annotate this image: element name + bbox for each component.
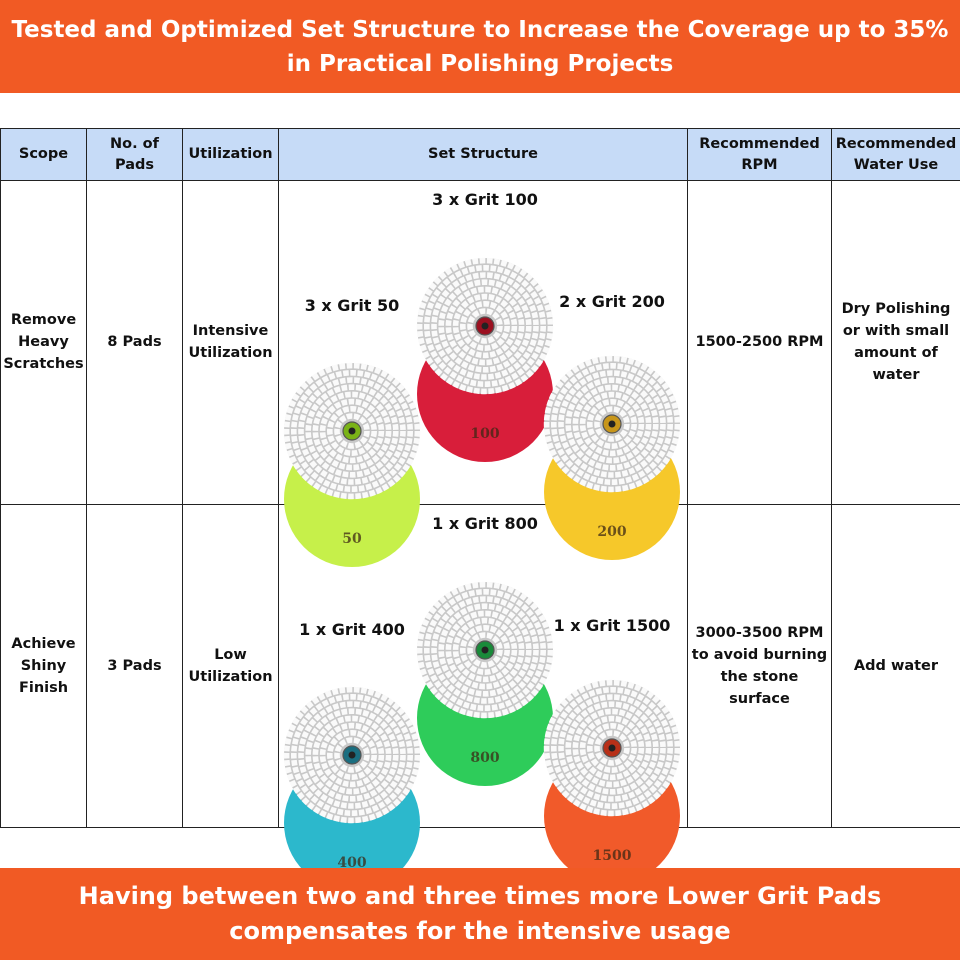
footer-banner: Having between two and three times more … [0,868,960,960]
header-line-2: in Practical Polishing Projects [286,50,674,77]
pad-label: 3 x Grit 100 [432,190,538,209]
polishing-pad-icon: 100 [416,257,554,462]
polishing-pad-icon: 200 [543,355,681,560]
header-pads: No. of Pads [86,128,183,181]
row-water: Add water [831,503,960,828]
header-banner: Tested and Optimized Set Structure to In… [0,0,960,93]
pad-grit-text: 100 [470,426,499,442]
pad-label: 1 x Grit 800 [432,513,538,533]
row-scope: Remove Heavy Scratches [0,180,87,505]
pad-label: 1 x Grit 400 [299,619,405,639]
polishing-pad-icon: 400 [283,686,421,891]
row-utilization: Intensive Utilization [182,180,279,505]
pad-label: 3 x Grit 50 [304,296,400,315]
set-structure-cell: 1 x Grit 800 800 1 x Grit 400 400 1 x Grit 1… [278,503,688,891]
header-row: Scope No. of Pads Utilization Set Struct… [0,128,960,181]
set-structure-cell: 3 x Grit 100 100 3 x Grit 50 50 2 x Grit 200… [278,180,688,567]
row-rpm: 1500-2500 RPM [687,180,832,505]
header-set-structure: Set Structure [278,128,688,181]
row-rpm: 3000-3500 RPM to avoid burning the stone… [687,503,832,828]
polishing-pad-icon: 800 [416,581,554,786]
header-water: Recommended Water Use [831,128,960,181]
header-line-1: Tested and Optimized Set Structure to In… [11,16,949,43]
row-pads: 8 Pads [86,180,183,505]
row-pads: 3 Pads [86,503,183,828]
polishing-pad-icon: 1500 [543,679,681,884]
table-row: Remove Heavy Scratches 8 Pads Intensive … [0,180,960,567]
pad-grit-text: 800 [470,750,499,766]
table-row: Achieve Shiny Finish 3 Pads Low Utilizat… [0,503,960,891]
header-utilization: Utilization [182,128,279,181]
row-water: Dry Polishing or with small amount of wa… [831,180,960,505]
footer-line-1: Having between two and three times more … [78,882,882,910]
comparison-table: Scope No. of Pads Utilization Set Struct… [0,128,960,891]
row-scope: Achieve Shiny Finish [0,503,87,828]
pad-grit-text: 1500 [593,848,632,864]
header-scope: Scope [0,128,87,181]
row-utilization: Low Utilization [182,503,279,828]
pad-label: 2 x Grit 200 [559,292,665,311]
footer-line-2: compensates for the intensive usage [229,917,731,945]
pad-label: 1 x Grit 1500 [553,615,671,635]
pad-grit-text: 400 [337,855,366,871]
header-rpm: Recommended RPM [687,128,832,181]
